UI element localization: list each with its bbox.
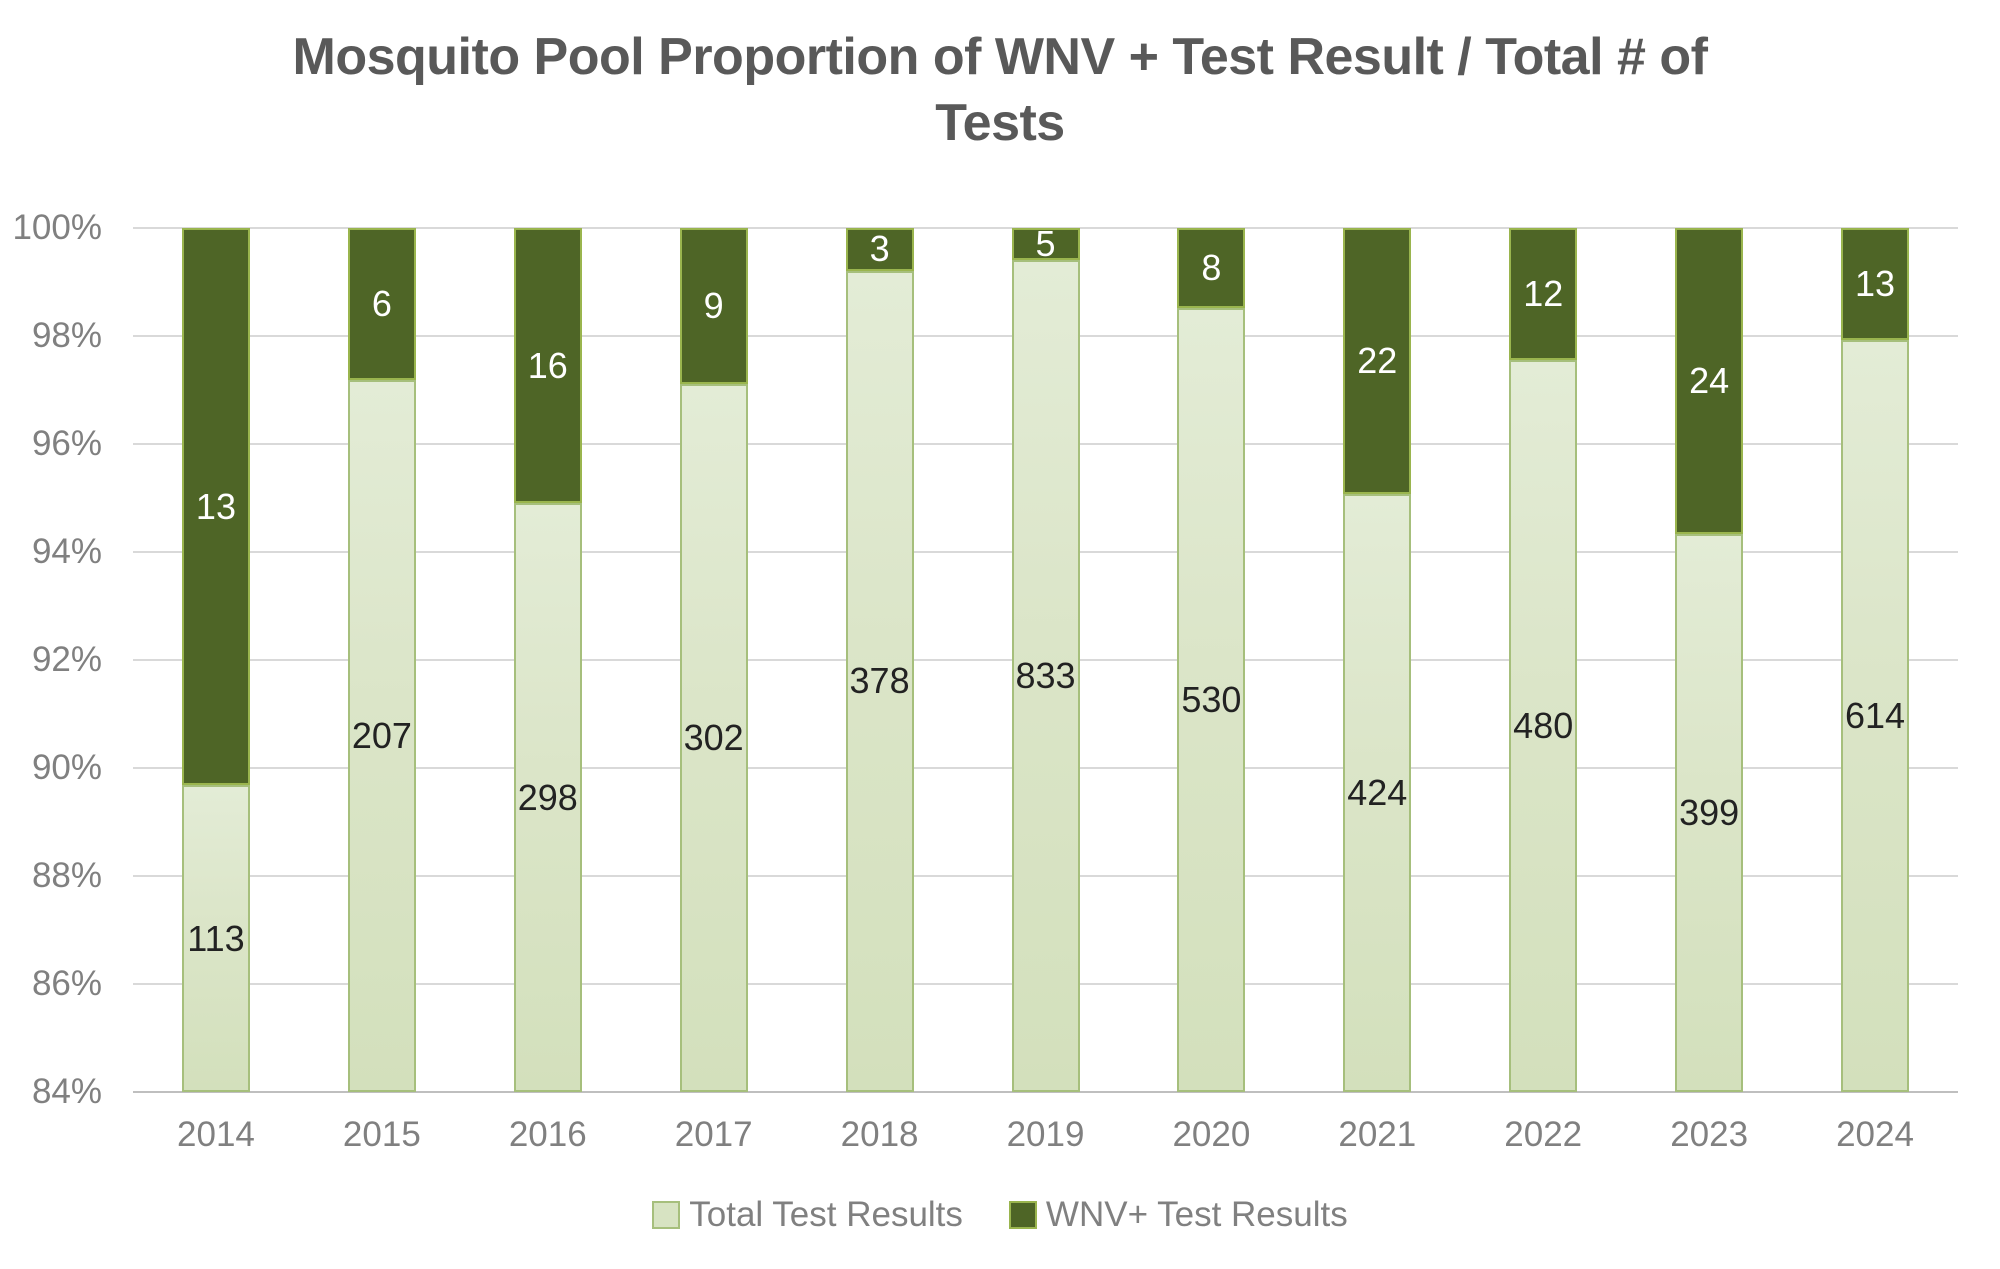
x-axis-label-2019: 2019 <box>1006 1115 1085 1154</box>
data-label-total-2020: 530 <box>1181 679 1242 721</box>
bar-segment-wnv-2014 <box>181 228 250 786</box>
legend-swatch-wnv-icon <box>1008 1201 1037 1229</box>
y-axis-tick-label: 92% <box>31 640 102 679</box>
legend-label-wnv: WNV+ Test Results <box>1045 1195 1348 1234</box>
bar-segment-total-2020 <box>1177 308 1246 1092</box>
bar-segment-wnv-2024 <box>1841 228 1910 340</box>
bar-segment-wnv-2018 <box>845 228 914 271</box>
chart-title-line-2: Tests <box>935 94 1065 152</box>
y-axis-tick-label: 88% <box>31 856 102 895</box>
bar-segment-total-2016 <box>513 503 582 1092</box>
data-label-wnv-2023: 24 <box>1689 360 1730 402</box>
data-label-wnv-2015: 6 <box>371 283 392 325</box>
data-label-total-2023: 399 <box>1679 792 1740 834</box>
y-axis-tick-label: 98% <box>31 316 102 355</box>
y-axis-tick-label: 84% <box>31 1072 102 1111</box>
x-axis-line <box>133 1091 1958 1093</box>
legend-swatch-total-icon <box>652 1201 681 1229</box>
x-axis-label-2018: 2018 <box>840 1115 919 1154</box>
x-axis-label-2024: 2024 <box>1836 1115 1914 1154</box>
y-axis-tick-label: 96% <box>31 424 102 463</box>
bar-segment-total-2022 <box>1509 359 1578 1092</box>
legend-item-total: Total Test Results <box>652 1193 963 1237</box>
data-label-total-2015: 207 <box>351 715 412 757</box>
y-axis-tick-label: 94% <box>31 532 102 571</box>
bar-segment-total-2019 <box>1011 260 1080 1092</box>
chart-title-line-1: Mosquito Pool Proportion of WNV + Test R… <box>292 28 1708 86</box>
data-label-total-2022: 480 <box>1513 704 1574 746</box>
bar-segment-wnv-2023 <box>1675 228 1744 535</box>
y-axis-tick-label: 86% <box>31 964 102 1003</box>
bar-segment-wnv-2020 <box>1177 228 1246 309</box>
bar-segment-total-2015 <box>347 380 416 1092</box>
bar-segment-wnv-2019 <box>1011 228 1080 261</box>
x-axis-label-2022: 2022 <box>1504 1115 1583 1154</box>
data-label-wnv-2024: 13 <box>1855 262 1896 304</box>
plot-area: 13 113 6 207 16 298 9 302 3 378 5 833 8 530 22 424 12 480… <box>133 223 1958 1093</box>
data-label-total-2018: 378 <box>849 660 910 702</box>
data-label-wnv-2016: 16 <box>527 344 568 386</box>
y-axis-tick-label: 100% <box>12 208 102 247</box>
y-axis-tick-label: 90% <box>31 748 102 787</box>
bar-segment-wnv-2016 <box>513 228 582 504</box>
chart-title: Mosquito Pool Proportion of WNV + Test R… <box>0 24 2000 156</box>
x-axis-label-2023: 2023 <box>1670 1115 1749 1154</box>
legend: Total Test Results WNV+ Test Results <box>0 1193 2000 1237</box>
x-axis-label-2020: 2020 <box>1172 1115 1251 1154</box>
x-axis-label-2015: 2015 <box>342 1115 421 1154</box>
data-label-wnv-2019: 5 <box>1035 223 1056 265</box>
bar-segment-total-2014 <box>181 785 250 1092</box>
bar-segment-wnv-2015 <box>347 228 416 381</box>
data-label-wnv-2021: 22 <box>1357 340 1398 382</box>
data-label-wnv-2017: 9 <box>703 285 724 327</box>
bar-segment-total-2017 <box>679 384 748 1092</box>
bar-segment-wnv-2022 <box>1509 228 1578 360</box>
data-label-total-2016: 298 <box>517 776 578 818</box>
data-label-total-2024: 614 <box>1844 694 1906 736</box>
data-label-wnv-2022: 12 <box>1523 272 1564 314</box>
legend-item-wnv: WNV+ Test Results <box>1008 1193 1348 1237</box>
bar-segment-total-2018 <box>845 270 914 1092</box>
data-label-total-2014: 113 <box>187 917 245 959</box>
x-axis-label-2016: 2016 <box>508 1115 587 1154</box>
data-label-wnv-2020: 8 <box>1201 247 1222 289</box>
bar-segment-wnv-2021 <box>1343 228 1412 495</box>
data-label-total-2021: 424 <box>1347 772 1408 814</box>
bar-segment-total-2024 <box>1841 339 1910 1092</box>
data-label-total-2017: 302 <box>683 717 744 759</box>
x-axis-label-2014: 2014 <box>177 1115 255 1154</box>
x-axis-label-2017: 2017 <box>674 1115 753 1154</box>
data-label-total-2019: 833 <box>1015 655 1076 697</box>
x-axis-label-2021: 2021 <box>1338 1115 1417 1154</box>
bar-segment-total-2021 <box>1343 494 1412 1092</box>
bar-segment-wnv-2017 <box>679 228 748 385</box>
data-label-wnv-2014: 13 <box>195 485 236 527</box>
data-label-wnv-2018: 3 <box>869 228 890 270</box>
bar-segment-total-2023 <box>1675 534 1744 1092</box>
legend-label-total: Total Test Results <box>689 1195 963 1234</box>
